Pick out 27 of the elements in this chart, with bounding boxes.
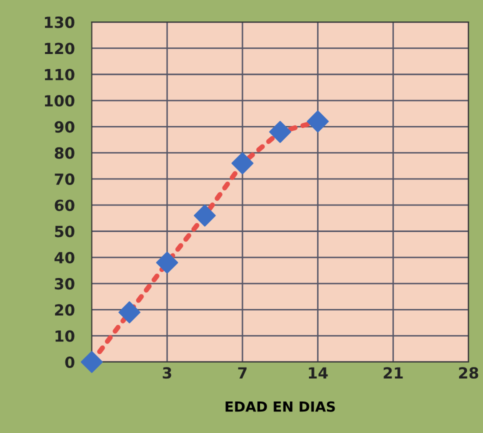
- y-tick-label: 110: [44, 68, 74, 80]
- y-tick-label: 70: [54, 173, 74, 185]
- y-tick-label: 30: [54, 278, 74, 290]
- y-tick-label: 0: [65, 356, 74, 368]
- y-tick-label: 10: [56, 330, 74, 342]
- y-tick-label: 120: [44, 42, 74, 54]
- y-tick-label: 100: [44, 94, 74, 107]
- x-tick-label: 3: [162, 367, 172, 379]
- point: [269, 120, 292, 143]
- y-tick-label: 20: [55, 304, 74, 316]
- point: [80, 350, 103, 373]
- y-tick-label: 90: [54, 121, 74, 133]
- point: [118, 301, 140, 324]
- y-tick-label: 80: [54, 147, 74, 159]
- point: [194, 204, 216, 227]
- x-tick-label: 7: [238, 367, 247, 378]
- point: [306, 110, 329, 132]
- y-tick-label: 130: [44, 16, 74, 28]
- y-tick-label: 40: [54, 252, 74, 264]
- x-axis-title: EDAD EN DIAS: [226, 401, 335, 412]
- y-tick-label: 60: [54, 200, 74, 212]
- y-tick-label: 50: [55, 226, 74, 238]
- point: [156, 252, 178, 274]
- point: [231, 152, 254, 174]
- x-tick-label: 21: [384, 367, 403, 378]
- x-tick-label: 14: [308, 367, 328, 378]
- x-tick-label: 28: [459, 367, 478, 379]
